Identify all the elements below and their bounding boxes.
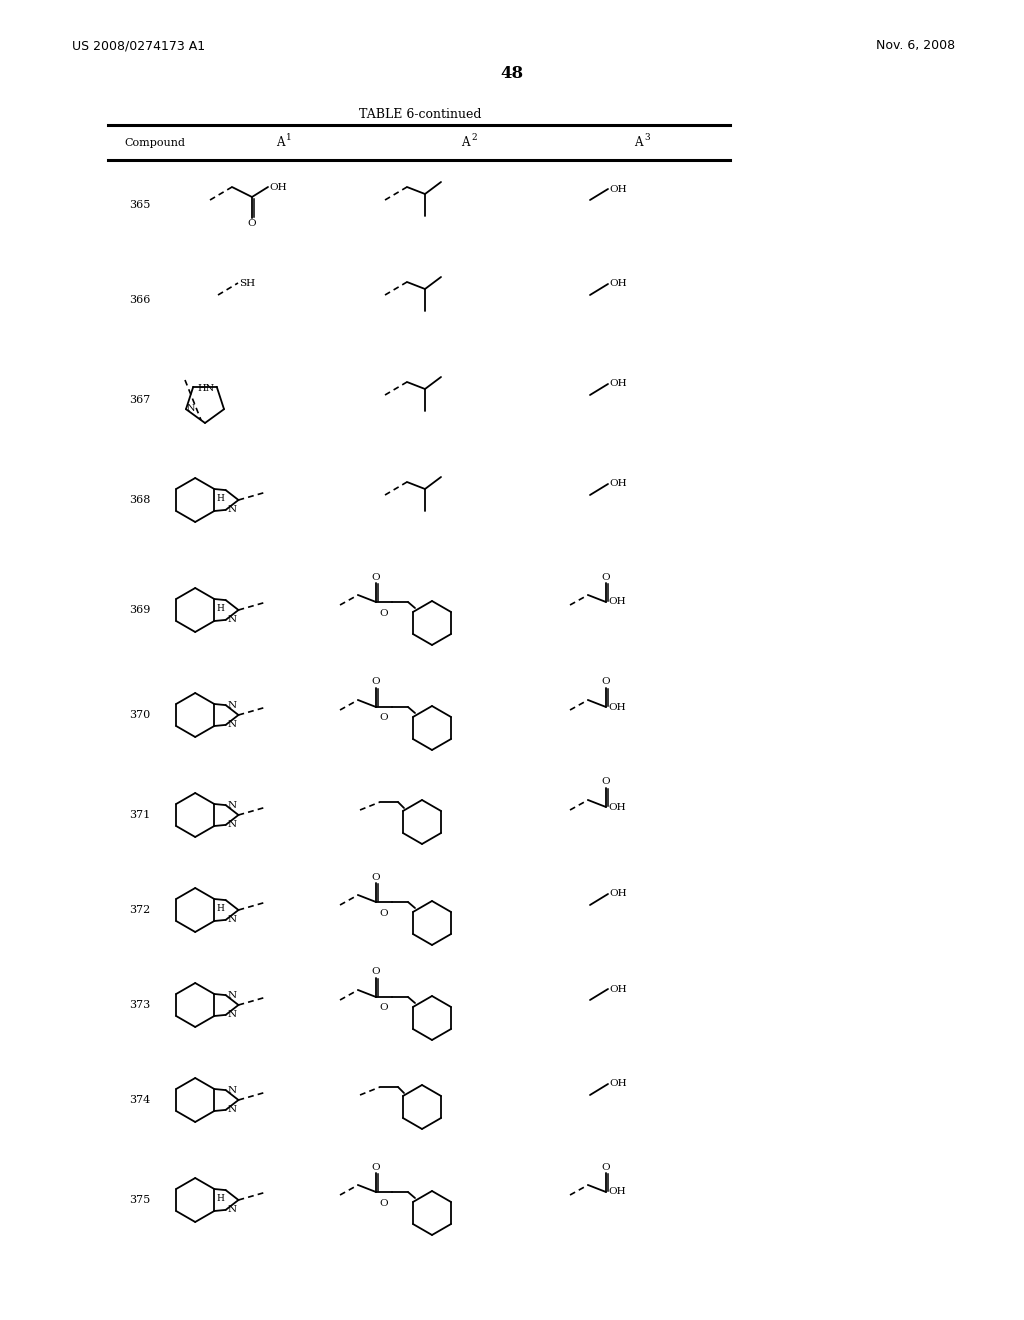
Text: O: O bbox=[380, 1003, 388, 1012]
Text: 365: 365 bbox=[129, 201, 151, 210]
Text: O: O bbox=[372, 573, 380, 582]
Text: N: N bbox=[227, 701, 237, 710]
Text: OH: OH bbox=[609, 185, 627, 194]
Text: A: A bbox=[634, 136, 642, 149]
Text: OH: OH bbox=[608, 803, 626, 812]
Text: 48: 48 bbox=[501, 65, 523, 82]
Text: O: O bbox=[380, 908, 388, 917]
Text: N: N bbox=[227, 1105, 237, 1114]
Text: 367: 367 bbox=[129, 395, 151, 405]
Text: OH: OH bbox=[608, 598, 626, 606]
Text: 366: 366 bbox=[129, 294, 151, 305]
Text: H: H bbox=[217, 495, 224, 503]
Text: N: N bbox=[227, 1010, 237, 1019]
Text: 374: 374 bbox=[129, 1096, 151, 1105]
Text: N: N bbox=[227, 990, 237, 999]
Text: N: N bbox=[227, 615, 237, 624]
Text: N: N bbox=[227, 1085, 237, 1094]
Text: O: O bbox=[602, 777, 610, 787]
Text: H: H bbox=[217, 605, 224, 614]
Text: 368: 368 bbox=[129, 495, 151, 506]
Text: OH: OH bbox=[608, 702, 626, 711]
Text: 375: 375 bbox=[129, 1195, 151, 1205]
Text: O: O bbox=[372, 677, 380, 686]
Text: N: N bbox=[227, 1205, 237, 1214]
Text: HN: HN bbox=[198, 384, 215, 393]
Text: 2: 2 bbox=[471, 133, 477, 143]
Text: O: O bbox=[248, 219, 256, 228]
Text: US 2008/0274173 A1: US 2008/0274173 A1 bbox=[72, 40, 205, 53]
Text: A: A bbox=[461, 136, 469, 149]
Text: OH: OH bbox=[609, 1080, 627, 1089]
Text: 370: 370 bbox=[129, 710, 151, 719]
Text: N: N bbox=[227, 506, 237, 515]
Text: N: N bbox=[227, 915, 237, 924]
Text: A: A bbox=[275, 136, 285, 149]
Text: OH: OH bbox=[609, 380, 627, 388]
Text: N: N bbox=[187, 404, 196, 413]
Text: OH: OH bbox=[609, 985, 627, 994]
Text: OH: OH bbox=[269, 182, 287, 191]
Text: OH: OH bbox=[608, 1188, 626, 1196]
Text: N: N bbox=[227, 721, 237, 730]
Text: OH: OH bbox=[609, 479, 627, 488]
Text: 369: 369 bbox=[129, 605, 151, 615]
Text: O: O bbox=[380, 714, 388, 722]
Text: O: O bbox=[602, 573, 610, 582]
Text: TABLE 6-continued: TABLE 6-continued bbox=[358, 108, 481, 121]
Text: N: N bbox=[227, 801, 237, 809]
Text: 3: 3 bbox=[644, 133, 650, 143]
Text: 373: 373 bbox=[129, 1001, 151, 1010]
Text: Nov. 6, 2008: Nov. 6, 2008 bbox=[876, 40, 955, 53]
Text: 372: 372 bbox=[129, 906, 151, 915]
Text: OH: OH bbox=[609, 280, 627, 289]
Text: N: N bbox=[227, 821, 237, 829]
Text: H: H bbox=[217, 1195, 224, 1204]
Text: O: O bbox=[380, 609, 388, 618]
Text: 1: 1 bbox=[286, 133, 292, 143]
Text: O: O bbox=[380, 1199, 388, 1208]
Text: O: O bbox=[372, 968, 380, 977]
Text: H: H bbox=[217, 904, 224, 913]
Text: Compound: Compound bbox=[125, 139, 185, 148]
Text: O: O bbox=[602, 677, 610, 686]
Text: OH: OH bbox=[609, 890, 627, 899]
Text: O: O bbox=[602, 1163, 610, 1172]
Text: O: O bbox=[372, 1163, 380, 1172]
Text: 371: 371 bbox=[129, 810, 151, 820]
Text: O: O bbox=[372, 873, 380, 882]
Text: SH: SH bbox=[239, 279, 255, 288]
